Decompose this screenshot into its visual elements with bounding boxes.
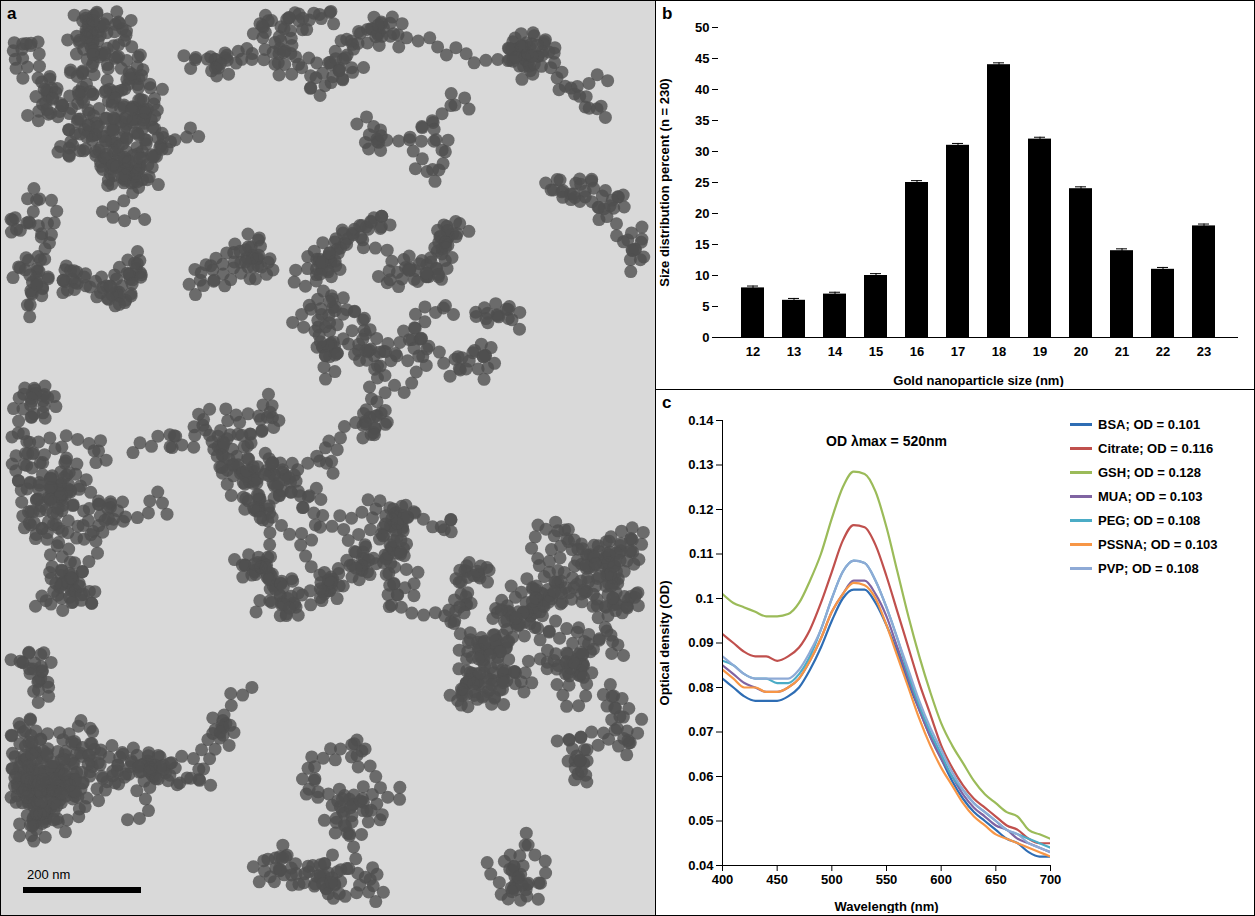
svg-text:18: 18 [992,344,1006,359]
svg-text:500: 500 [821,872,843,887]
svg-text:Size distribution percent (n =: Size distribution percent (n = 230) [657,78,672,286]
svg-text:35: 35 [695,113,709,128]
svg-text:19: 19 [1033,344,1047,359]
svg-text:Gold nanoparticle size (nm): Gold nanoparticle size (nm) [893,373,1063,388]
svg-text:0.13: 0.13 [688,457,713,472]
html-text:GSH; OD = 0.128: GSH; OD = 0.128 [1098,464,1201,480]
svg-text:23: 23 [1197,344,1211,359]
html-text:MUA; OD = 0.103: MUA; OD = 0.103 [1098,488,1203,504]
svg-text:12: 12 [746,344,760,359]
svg-text:13: 13 [787,344,801,359]
svg-text:0.08: 0.08 [688,680,713,695]
svg-text:20: 20 [1074,344,1088,359]
svg-text:0.05: 0.05 [688,813,713,828]
svg-text:Optical density (OD): Optical density (OD) [657,581,672,706]
svg-text:0: 0 [702,330,709,345]
html-text:Citrate; OD = 0.116: Citrate; OD = 0.116 [1098,440,1214,456]
svg-text:45: 45 [695,51,709,66]
svg-text:Wavelength (nm): Wavelength (nm) [834,899,938,914]
svg-text:600: 600 [930,872,952,887]
svg-text:10: 10 [695,268,709,283]
svg-text:0.14: 0.14 [688,413,714,428]
svg-text:20: 20 [695,206,709,221]
html-text:PEG; OD = 0.108: PEG; OD = 0.108 [1098,512,1201,528]
html-text:a: a [7,4,17,23]
svg-text:0.07: 0.07 [688,724,713,739]
svg-text:17: 17 [951,344,965,359]
svg-text:550: 550 [876,872,898,887]
svg-text:15: 15 [869,344,883,359]
svg-text:25: 25 [695,175,709,190]
svg-text:30: 30 [695,144,709,159]
svg-text:40: 40 [695,82,709,97]
svg-text:400: 400 [712,872,734,887]
svg-text:0.06: 0.06 [688,769,713,784]
svg-text:5: 5 [702,299,709,314]
svg-text:200 nm: 200 nm [27,867,70,882]
svg-text:450: 450 [766,872,788,887]
svg-text:700: 700 [1040,872,1062,887]
html-text:b: b [662,4,673,23]
svg-text:0.04: 0.04 [688,858,714,873]
svg-text:21: 21 [1115,344,1129,359]
svg-text:0.12: 0.12 [688,502,713,517]
svg-text:15: 15 [695,237,709,252]
svg-text:650: 650 [985,872,1007,887]
svg-text:0.09: 0.09 [688,635,713,650]
svg-text:14: 14 [828,344,843,359]
svg-text:22: 22 [1156,344,1170,359]
html-text:c: c [662,393,672,412]
svg-text:50: 50 [695,20,709,35]
html-text:PVP; OD = 0.108: PVP; OD = 0.108 [1098,560,1199,576]
svg-text:0.1: 0.1 [695,591,713,606]
svg-text:OD λmax = 520nm: OD λmax = 520nm [826,433,947,449]
html-text:BSA; OD = 0.101: BSA; OD = 0.101 [1098,416,1201,432]
svg-text:0.11: 0.11 [689,546,714,561]
svg-text:16: 16 [910,344,924,359]
html-text:PSSNA; OD = 0.103: PSSNA; OD = 0.103 [1098,536,1218,552]
